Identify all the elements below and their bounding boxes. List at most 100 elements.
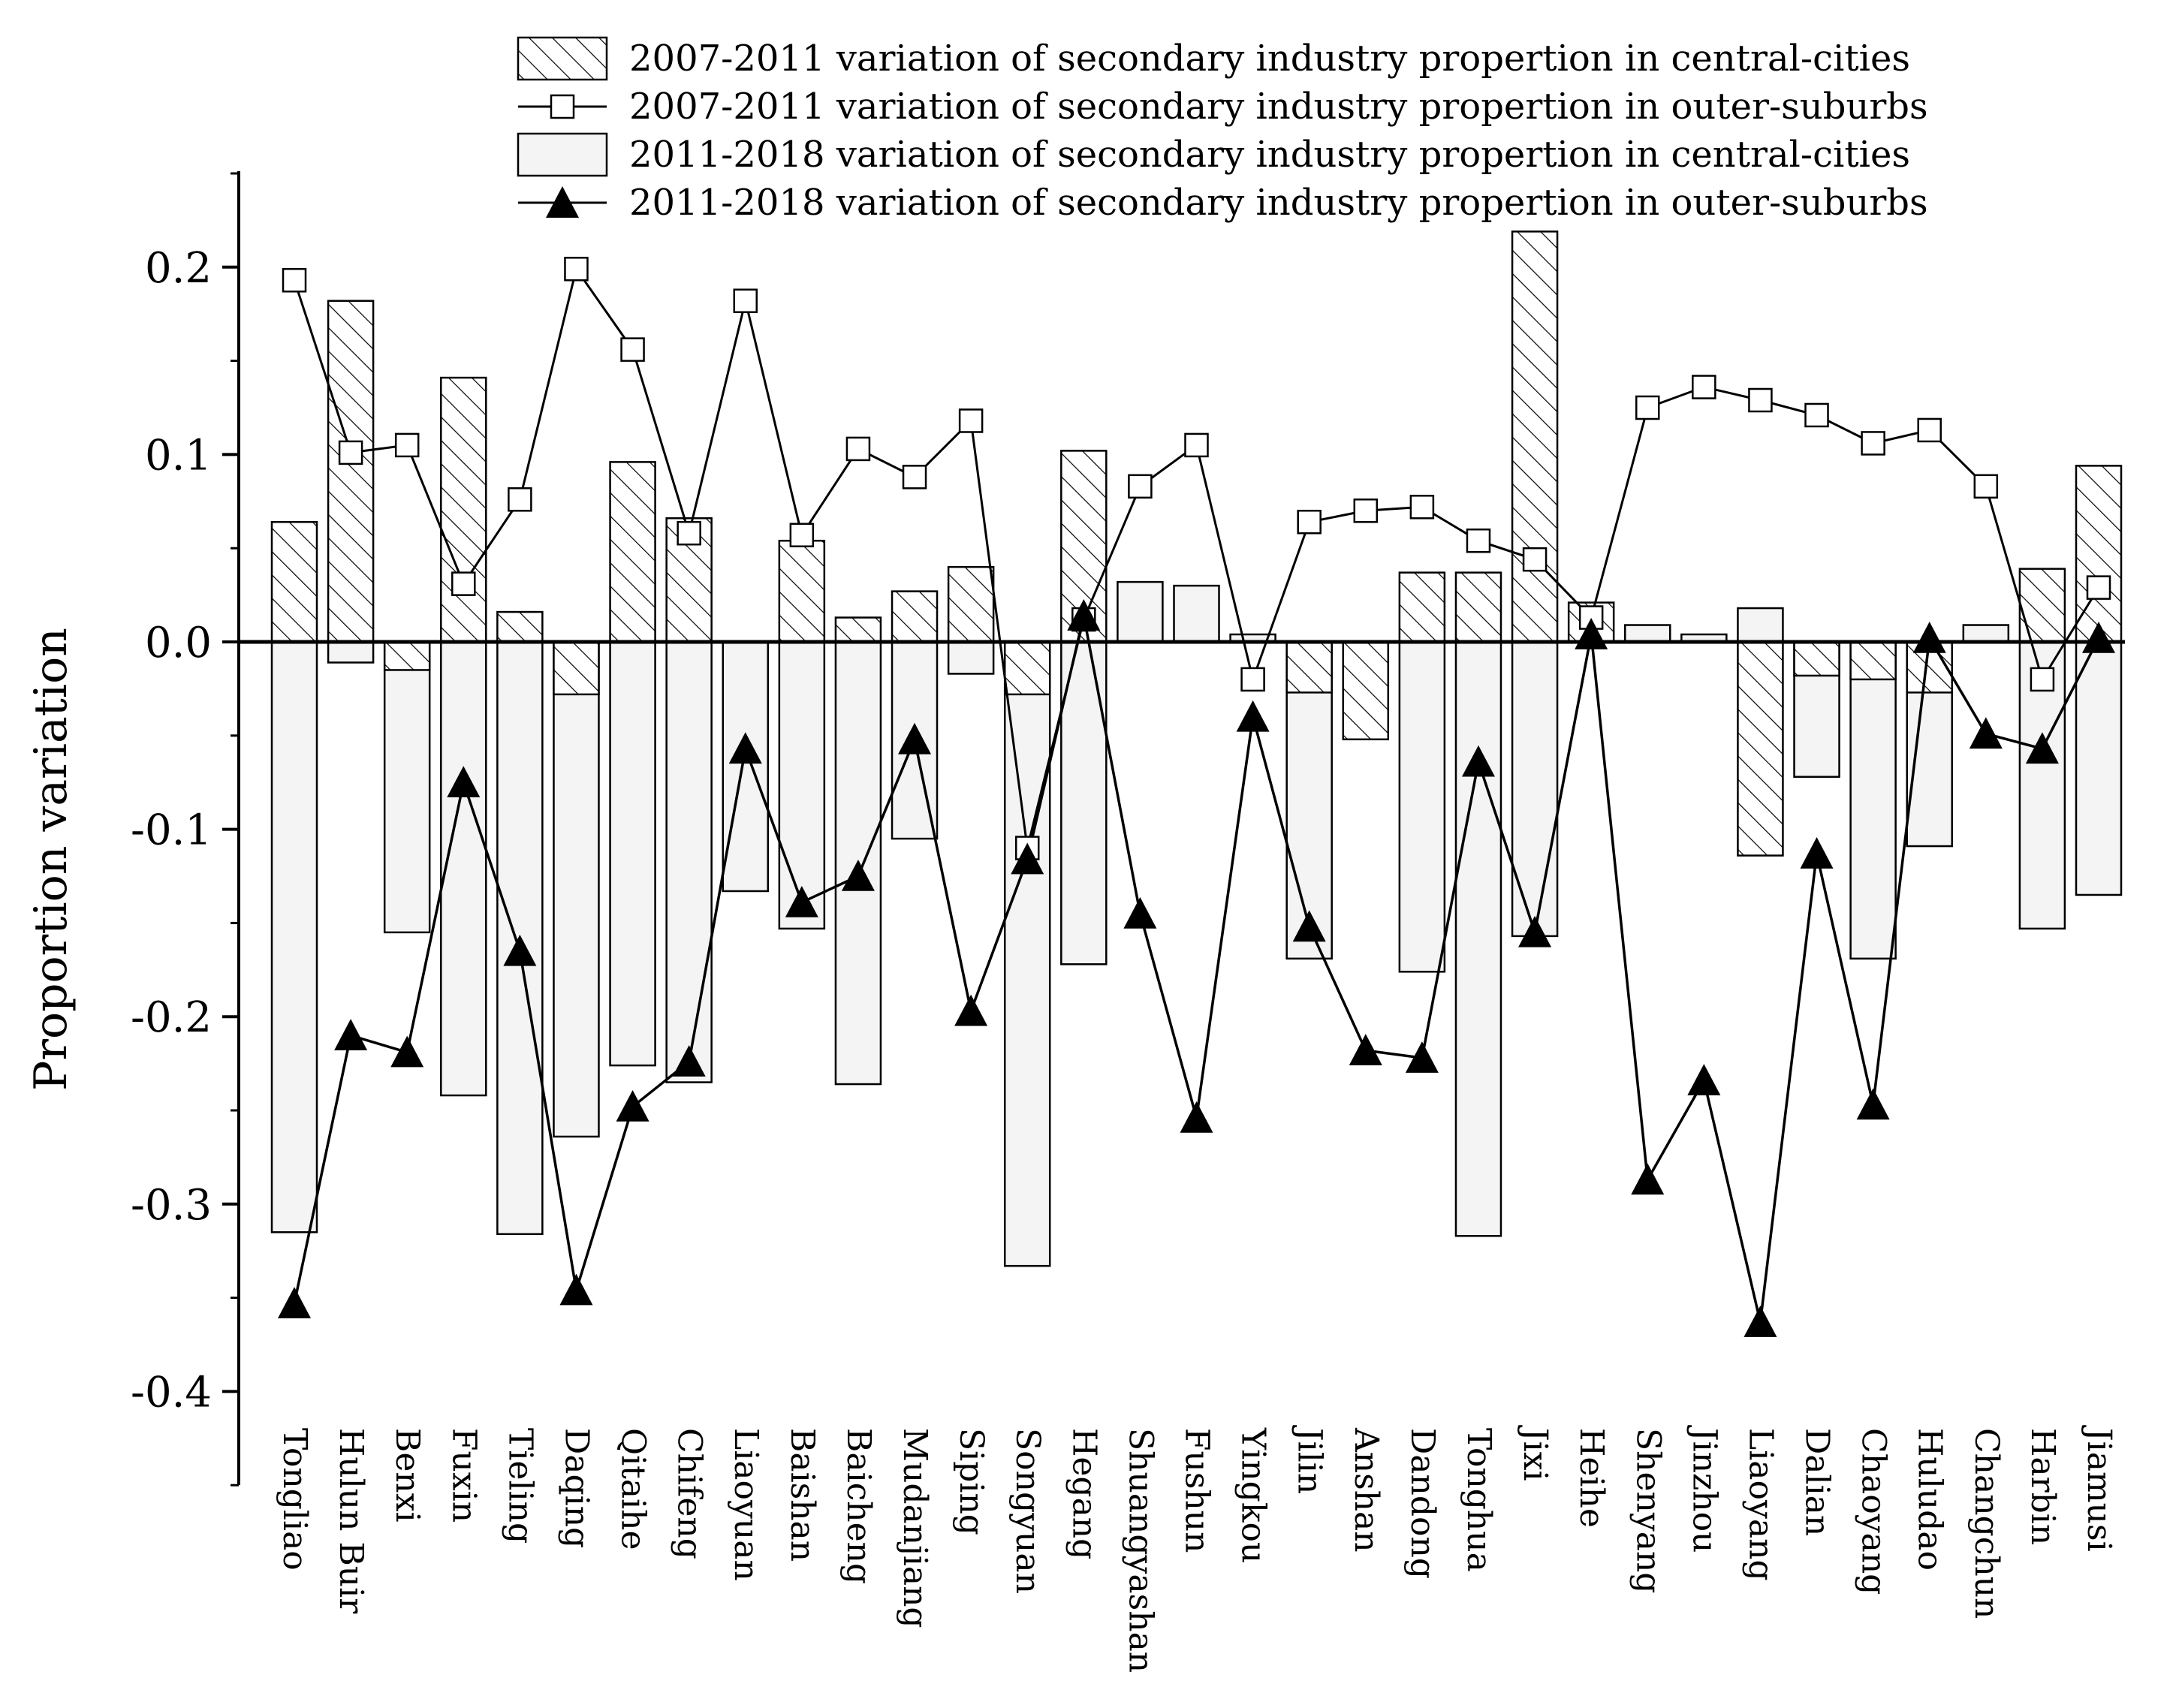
marker-square [1692,375,1716,399]
y-tick-label: -0.1 [131,806,212,855]
marker-square [394,432,420,458]
bar-2011-2018-central [1737,607,1784,643]
bar-2011-2018-central [722,640,769,893]
category-label: Harbin [2024,1428,2062,1545]
marker-square [1297,510,1322,535]
marker-triangle [728,732,762,764]
marker-square [1353,499,1379,523]
bar-2011-2018-central [1454,640,1502,1237]
bar-2011-2018-central [1624,624,1671,643]
marker-square [677,520,701,546]
category-label: Tongliao [276,1428,314,1571]
marker-triangle [841,860,875,891]
category-label: Jinzhou [1685,1425,1723,1553]
marker-triangle [1461,745,1495,777]
bar-2007-2011-central [440,376,487,643]
category-label: Mudanjiang [896,1428,934,1628]
y-axis-label: Proportion variation [25,628,77,1091]
bar-2011-2018-central [270,640,318,1234]
category-label: Baishan [783,1428,821,1562]
marker-square [789,523,815,547]
bar-2007-2011-central [1793,640,1840,677]
marker-triangle [1687,1064,1721,1095]
category-label: Liaoyang [1741,1428,1780,1581]
bar-2007-2011-central [947,565,995,643]
y-tick-label: 0.1 [145,431,212,480]
legend-label: 2011-2018 variation of secondary industr… [629,182,1928,224]
marker-square [845,436,871,462]
legend-label: 2007-2011 variation of secondary industr… [629,86,1928,128]
category-label: Fushun [1178,1428,1216,1553]
marker-square [1861,431,1885,456]
category-label: Hulun Buir [332,1428,370,1614]
y-tick-label: 0.0 [145,619,212,667]
bar-2007-2011-central [834,616,882,643]
marker-triangle [1800,837,1834,869]
category-label: Tonghua [1460,1428,1498,1572]
category-label: Shenyang [1629,1428,1667,1593]
category-label: Changchun [1967,1428,2006,1619]
bar-2007-2011-central [383,640,431,671]
marker-triangle [1856,1088,1890,1120]
bars-2011-2018-central [270,580,2123,1267]
category-label: Siping [952,1428,990,1535]
legend-label: 2011-2018 variation of secondary industr… [629,134,1910,176]
marker-square [958,408,984,433]
category-label: Dalian [1798,1428,1837,1536]
marker-square [902,465,927,490]
bar-2007-2011-central [1849,640,1897,681]
marker-square [2086,575,2111,600]
category-label: Songyuan [1008,1428,1047,1594]
category-label: Shuangyashan [1121,1428,1159,1673]
marker-triangle [1575,618,1608,649]
marker-square [282,268,307,293]
category-label: Huludao [1911,1428,1949,1571]
marker-triangle [785,885,818,917]
bar-2007-2011-central [1003,640,1051,696]
marker-triangle [672,1045,706,1077]
marker-triangle [2025,732,2059,764]
bar-2007-2011-central [609,461,656,643]
bar-2011-2018-central [1849,640,1897,960]
axes: 0.2 0.1 0.0 -0.1 -0.2 -0.3 -0.4 Proportion vari… [25,171,2125,1487]
marker-square [1635,395,1660,420]
bar-2007-2011-central [1285,640,1333,694]
marker-square [1804,402,1829,428]
bar-2007-2011-central [327,300,375,643]
bar-2011-2018-central [1511,640,1559,938]
category-label: Daqing [557,1428,595,1548]
marker-triangle [1011,842,1044,875]
marker-triangle [1631,1163,1665,1195]
category-label: Heihe [1572,1428,1611,1528]
marker-triangle [1123,896,1157,929]
bar-2007-2011-central [270,521,318,643]
category-label: Hegang [1065,1428,1103,1559]
bar-2011-2018-central [553,640,600,1138]
category-label: Chaoyang [1855,1428,1893,1595]
marker-square [1128,474,1153,499]
category-label: Anshan [1347,1427,1385,1553]
y-tick-label: -0.2 [131,993,212,1042]
category-label: Jixi [1516,1425,1554,1481]
marker-triangle [334,1019,368,1050]
bar-2007-2011-central [1511,230,1559,643]
marker-triangle [1349,1034,1382,1065]
bar-2011-2018-central [1003,640,1051,1267]
bar-2011-2018-central [1060,640,1108,965]
marker-square [338,440,363,465]
bar-2011-2018-central [665,640,713,1083]
bar-2011-2018-central [1117,580,1164,643]
marker-triangle [447,766,481,797]
bar-2007-2011-central [1398,571,1446,643]
bar-2007-2011-central [496,610,544,643]
marker-square [2030,667,2055,692]
category-label: Qitaihe [614,1428,652,1550]
marker-triangle [616,1090,649,1122]
marker-square [1748,387,1773,413]
marker-triangle [1969,717,2003,749]
category-labels: Tongliao Hulun Buir Benxi Fuxin Tieling Daqin… [276,1425,2118,1673]
bar-2007-2011-central [778,539,826,643]
bar-2007-2011-central [2018,568,2066,643]
